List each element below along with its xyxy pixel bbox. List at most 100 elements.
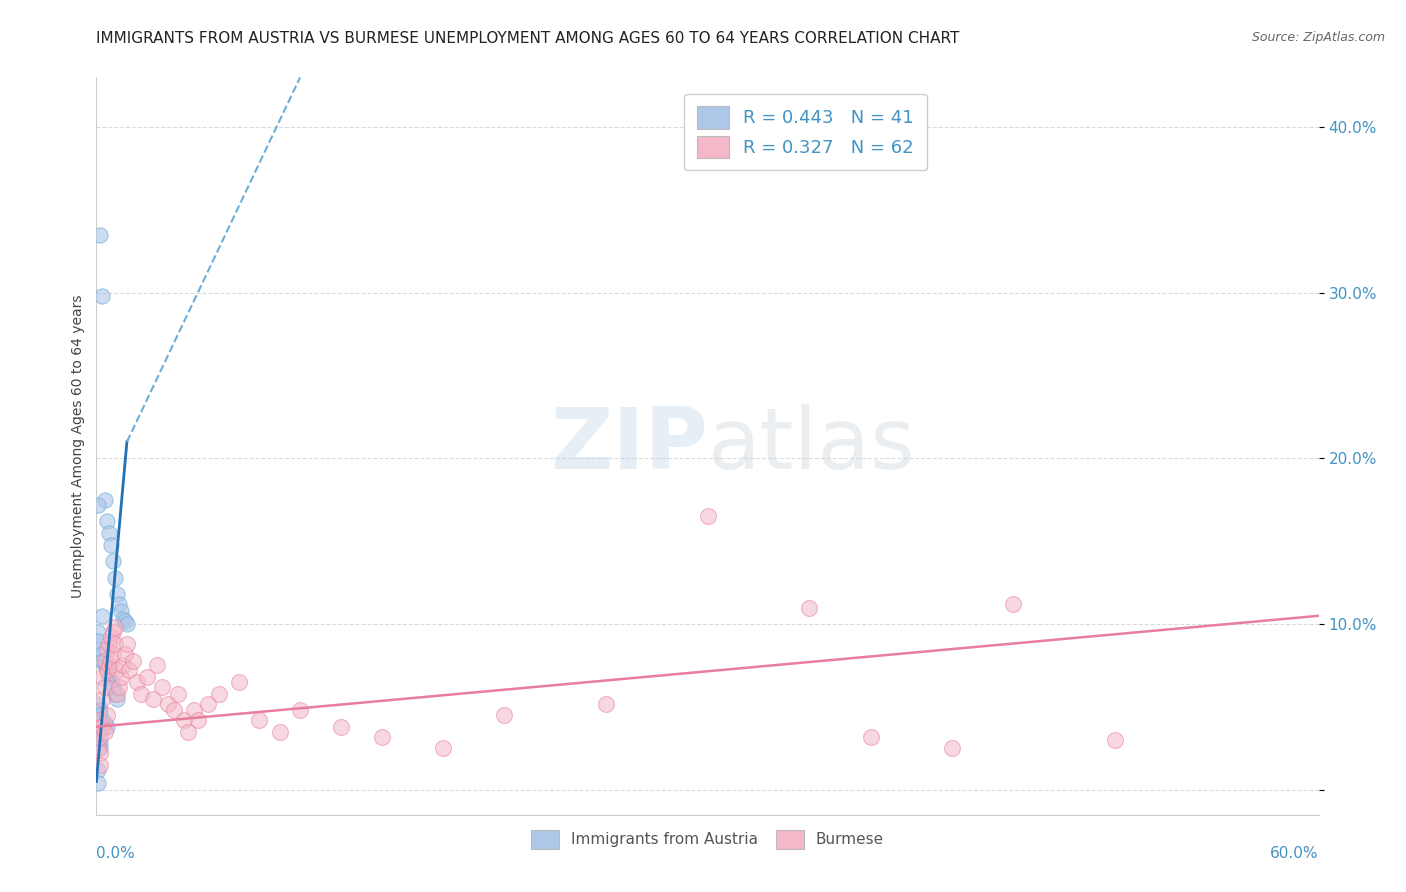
Point <box>142 691 165 706</box>
Point <box>104 687 127 701</box>
Point <box>118 664 141 678</box>
Point <box>97 658 120 673</box>
Point <box>288 703 311 717</box>
Point <box>492 708 515 723</box>
Text: Source: ZipAtlas.com: Source: ZipAtlas.com <box>1251 31 1385 45</box>
Point <box>107 597 129 611</box>
Point <box>101 554 124 568</box>
Point <box>114 647 136 661</box>
Point <box>87 733 110 747</box>
Point <box>1104 733 1126 747</box>
Point <box>187 713 209 727</box>
Point <box>115 637 138 651</box>
Point <box>87 741 110 756</box>
Point <box>859 730 882 744</box>
Point <box>799 600 821 615</box>
Point <box>100 653 122 667</box>
Point <box>104 620 127 634</box>
Point <box>91 720 114 734</box>
Point <box>89 703 111 717</box>
Point <box>122 653 145 667</box>
Point <box>91 653 114 667</box>
Point <box>100 537 122 551</box>
Point <box>432 741 454 756</box>
Point <box>91 647 114 661</box>
Point <box>136 670 159 684</box>
Point <box>87 697 110 711</box>
Point <box>127 675 149 690</box>
Point <box>105 664 128 678</box>
Point <box>89 746 111 760</box>
Point <box>89 736 111 750</box>
Point <box>96 664 118 678</box>
Point <box>247 713 270 727</box>
Point <box>87 763 110 777</box>
Point <box>150 680 173 694</box>
Point <box>100 630 122 644</box>
Point <box>110 670 132 684</box>
Point <box>97 670 120 684</box>
Point <box>173 713 195 727</box>
Point <box>941 741 963 756</box>
Point <box>107 680 129 694</box>
Point <box>156 697 179 711</box>
Point <box>100 675 122 690</box>
Point <box>101 680 124 694</box>
Legend: Immigrants from Austria, Burmese: Immigrants from Austria, Burmese <box>524 824 890 855</box>
Point <box>96 664 118 678</box>
Point <box>91 289 114 303</box>
Point <box>166 687 188 701</box>
Point <box>91 670 114 684</box>
Point <box>105 587 128 601</box>
Point <box>696 509 718 524</box>
Point <box>146 658 169 673</box>
Point <box>89 741 111 756</box>
Point <box>105 691 128 706</box>
Point <box>87 713 110 727</box>
Point <box>87 498 110 512</box>
Point <box>93 492 115 507</box>
Point <box>111 658 134 673</box>
Point <box>96 641 118 656</box>
Point <box>91 608 114 623</box>
Point <box>329 720 352 734</box>
Point <box>105 687 128 701</box>
Point <box>111 612 134 626</box>
Point <box>89 720 111 734</box>
Point <box>87 724 110 739</box>
Y-axis label: Unemployment Among Ages 60 to 64 years: Unemployment Among Ages 60 to 64 years <box>72 294 86 598</box>
Point <box>197 697 219 711</box>
Point <box>101 647 124 661</box>
Point <box>91 713 114 727</box>
Text: IMMIGRANTS FROM AUSTRIA VS BURMESE UNEMPLOYMENT AMONG AGES 60 TO 64 YEARS CORREL: IMMIGRANTS FROM AUSTRIA VS BURMESE UNEMP… <box>97 31 960 46</box>
Point <box>96 708 118 723</box>
Point <box>93 716 115 731</box>
Point <box>114 614 136 628</box>
Point <box>104 637 127 651</box>
Point <box>87 625 110 640</box>
Point <box>87 633 110 648</box>
Point <box>89 708 111 723</box>
Text: 0.0%: 0.0% <box>97 846 135 861</box>
Point <box>595 697 617 711</box>
Point <box>163 703 186 717</box>
Point <box>207 687 229 701</box>
Point <box>101 625 124 640</box>
Text: 60.0%: 60.0% <box>1270 846 1319 861</box>
Point <box>89 641 111 656</box>
Point <box>87 703 110 717</box>
Point <box>97 637 120 651</box>
Point <box>93 658 115 673</box>
Point <box>104 571 127 585</box>
Point <box>1002 597 1025 611</box>
Point <box>93 724 115 739</box>
Point <box>96 514 118 528</box>
Point <box>89 730 111 744</box>
Text: ZIP: ZIP <box>550 404 707 488</box>
Point <box>87 776 110 790</box>
Point <box>129 687 152 701</box>
Point <box>89 227 111 242</box>
Point <box>228 675 250 690</box>
Point <box>370 730 392 744</box>
Point <box>269 724 291 739</box>
